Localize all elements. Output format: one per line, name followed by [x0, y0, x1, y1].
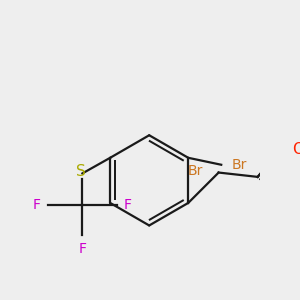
Text: S: S: [76, 164, 86, 179]
Text: F: F: [124, 198, 132, 212]
Text: F: F: [33, 198, 41, 212]
Text: O: O: [292, 142, 300, 157]
Text: Br: Br: [188, 164, 203, 178]
Text: F: F: [78, 242, 86, 256]
Text: Br: Br: [232, 158, 247, 172]
